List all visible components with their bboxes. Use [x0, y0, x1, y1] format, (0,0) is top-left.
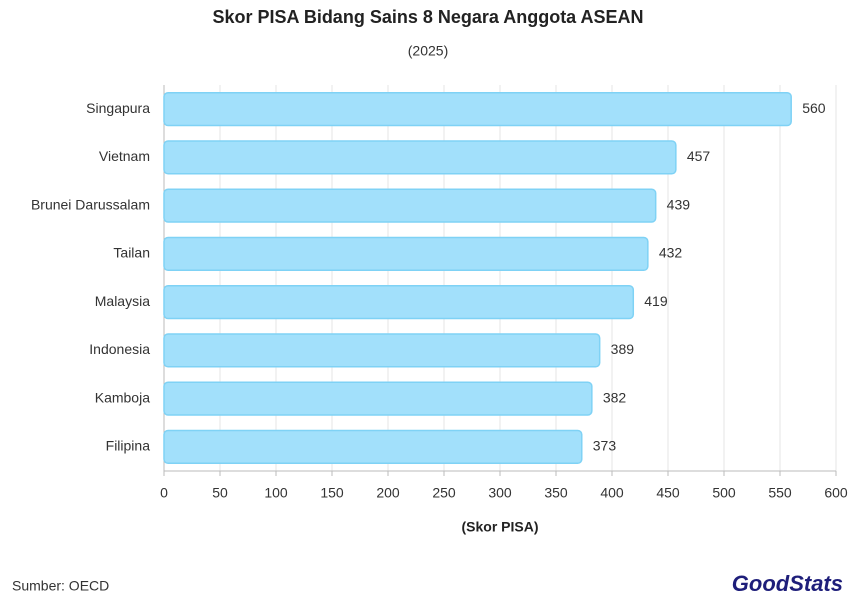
x-tick-label: 150: [320, 485, 344, 501]
chart-subtitle: (2025): [408, 43, 448, 59]
value-label: 382: [603, 389, 627, 405]
x-tick-label: 300: [488, 485, 512, 501]
x-axis-label: (Skor PISA): [461, 519, 538, 535]
x-tick-label: 50: [212, 485, 228, 501]
y-tick-label: Filipina: [106, 438, 151, 454]
y-tick-label: Malaysia: [95, 293, 150, 309]
y-tick-label: Kamboja: [95, 389, 150, 405]
bar: [163, 188, 657, 223]
value-label: 432: [659, 245, 683, 261]
chart-title: Skor PISA Bidang Sains 8 Negara Anggota …: [212, 7, 643, 27]
y-tick-label: Brunei Darussalam: [31, 196, 150, 212]
bar: [163, 140, 677, 175]
y-tick-label: Vietnam: [99, 148, 150, 164]
value-label: 457: [687, 148, 711, 164]
x-tick-label: 250: [432, 485, 456, 501]
x-tick-label: 600: [824, 485, 848, 501]
bar: [163, 236, 649, 272]
x-tick-label: 450: [656, 485, 680, 501]
y-tick-label: Tailan: [113, 245, 150, 261]
brand-logo: GoodStats: [732, 571, 843, 596]
y-tick-label: Indonesia: [89, 341, 150, 357]
bar: [163, 284, 635, 320]
x-tick-label: 0: [160, 485, 168, 501]
value-label: 389: [611, 341, 635, 357]
x-tick-label: 200: [376, 485, 400, 501]
bar: [163, 333, 601, 368]
value-label: 560: [802, 100, 826, 116]
value-label: 439: [667, 196, 691, 212]
x-tick-label: 500: [712, 485, 736, 501]
value-label: 419: [644, 293, 668, 309]
bar: [163, 381, 593, 416]
bar: [163, 429, 583, 465]
bar: [163, 91, 792, 127]
x-tick-label: 100: [264, 485, 288, 501]
x-tick-label: 350: [544, 485, 568, 501]
value-label: 373: [593, 438, 617, 454]
source-note: Sumber: OECD: [12, 578, 109, 594]
x-tick-label: 550: [768, 485, 792, 501]
x-tick-label: 400: [600, 485, 624, 501]
y-tick-label: Singapura: [86, 100, 150, 116]
